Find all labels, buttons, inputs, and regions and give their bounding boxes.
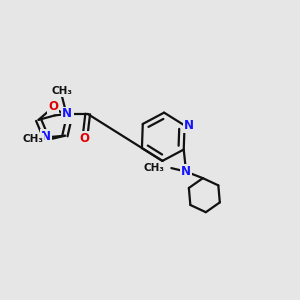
Text: N: N — [181, 165, 191, 178]
Text: N: N — [41, 130, 51, 143]
Text: CH₃: CH₃ — [23, 134, 44, 144]
Text: CH₃: CH₃ — [144, 163, 165, 172]
Text: N: N — [184, 119, 194, 132]
Text: O: O — [79, 132, 89, 145]
Text: CH₃: CH₃ — [52, 86, 73, 96]
Text: N: N — [61, 107, 71, 121]
Text: O: O — [48, 100, 58, 113]
Text: N: N — [63, 111, 73, 124]
